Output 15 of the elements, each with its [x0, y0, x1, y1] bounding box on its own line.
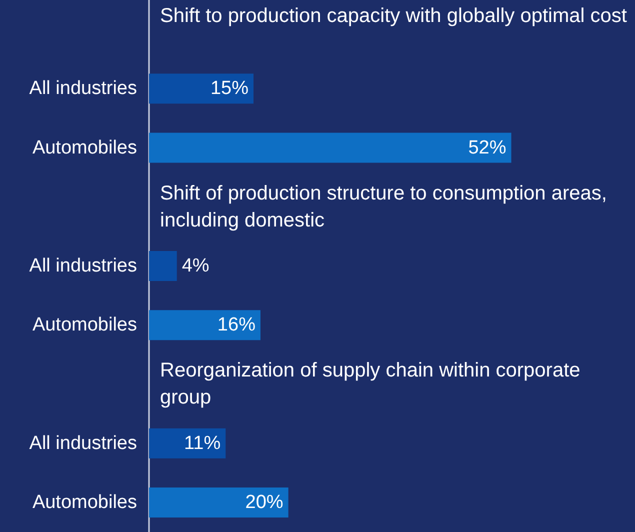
annotation: Shift to production capacity with globally optimal cost	[160, 5, 628, 28]
y-tick-label: Automobiles	[32, 492, 137, 513]
data-label: 4%	[182, 256, 210, 276]
data-label: 15%	[210, 78, 249, 100]
y-tick-label: All industries	[29, 432, 137, 454]
data-label: 16%	[217, 314, 256, 336]
y-tick-label: Automobiles	[32, 314, 137, 336]
y-tick-label: All industries	[29, 78, 137, 100]
data-label: 11%	[184, 432, 221, 454]
data-label: 20%	[245, 492, 284, 513]
y-tick-label: Automobiles	[32, 137, 137, 158]
annotation: Shift of production structure to consumption areas, including domestic	[160, 182, 612, 232]
data-label: 52%	[468, 137, 506, 158]
y-tick-label: All industries	[29, 256, 137, 276]
annotation: Reorganization of supply chain within corporate group	[160, 360, 586, 409]
